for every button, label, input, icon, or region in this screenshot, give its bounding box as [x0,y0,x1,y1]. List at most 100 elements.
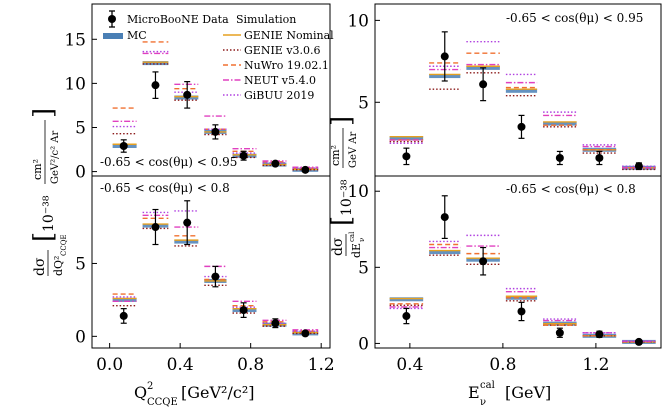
annotation-left-bottom: -0.65 < cos(θμ) < 0.8 [100,181,230,195]
legend-mc-swatch [103,33,123,39]
right_top-ytick-label: 5 [358,93,369,113]
left_top-ytick-label: 15 [64,30,86,50]
right_top-data-point [595,153,604,162]
left_top-data-point [151,81,160,90]
left_bottom-xtick-label: 1.2 [308,355,335,375]
right_bottom-data-point [440,213,449,222]
left-xlabel: Q 2 CCQE [GeV²/c²] [134,381,254,408]
left_bottom-mc-band [112,297,137,302]
right_bottom-data-point [595,330,604,339]
right_bottom-mc-band [389,297,424,302]
left_bottom-mc-band [174,239,199,244]
annotation-left-top: -0.65 < cos(θμ) < 0.95 [100,155,237,169]
legend-nuwro-label: NuWro 19.02.1 [244,59,329,72]
left_bottom-ytick-label: 5 [75,254,86,274]
left_top-ytick-label: 0 [75,163,86,183]
annotation-right-top: -0.65 < cos(θμ) < 0.95 [506,11,643,25]
legend-simulation-heading: Simulation [236,13,296,26]
right_bottom-data-point [479,257,488,266]
right-ylabel-bracket-open: [ [327,216,357,226]
right-ylabel-bracket-close: ] [327,116,357,126]
left_top-data-point [271,159,280,168]
legend-gibuu-label: GiBUU 2019 [244,89,314,102]
left_top-ytick-label: 5 [75,118,86,138]
left_top-data-point [239,151,248,160]
legend-neut-label: NEUT v5.4.0 [244,74,316,87]
right-ylabel-cm2: cm² [329,145,342,166]
right_bottom-data-point [555,328,564,337]
left-xlabel-sup2: 2 [147,381,153,392]
right-xlabel-nu: ν [480,397,486,408]
right_top-mc-band [505,88,538,93]
left-xlabel-q: Q [134,383,147,402]
right_bottom-data-point [402,312,411,321]
left_bottom-ytick-label: 0 [75,327,86,347]
right_top-mc-band [543,121,577,126]
left_bottom-data-point [271,319,280,328]
legend: MicroBooNE Data MC Simulation GENIE Nomi… [103,10,334,102]
left-xlabel-ccqe: CCQE [147,397,178,408]
right-xlabel-cal: cal [480,380,495,391]
legend-data-marker [108,15,116,23]
left_bottom-xtick-label: 0.8 [237,355,264,375]
left_bottom-xtick-label: 0.4 [167,355,194,375]
left-ylabel-dQ2: dQ² [52,256,65,276]
left_bottom-data-point [119,311,128,320]
right-xlabel-e: E [468,383,480,402]
right_bottom-ytick-label: 0 [358,334,369,354]
left_bottom-xtick-label: 0.0 [96,355,123,375]
left_bottom-data-point [239,306,248,315]
right-xlabel: E cal ν [GeV] [468,380,551,408]
right-ylabel-cal: cal [348,231,356,242]
legend-data-label: MicroBooNE Data [127,13,229,26]
left_top-data-point [301,165,310,174]
frame-right-bottom [374,175,662,349]
right_top-data-point [555,153,564,162]
left_top-data-point [183,90,192,99]
left_bottom-data-point [301,329,310,338]
left_bottom-data-point [211,272,220,281]
left-ylabel-bracket-close: ] [29,108,59,118]
right_top-mc-band [389,136,424,141]
right_bottom-mc-band [429,250,461,255]
left-ylabel-ccqe: CCQE [60,234,68,256]
right_top-data-point [402,152,411,161]
legend-genie-v306-label: GENIE v3.0.6 [244,44,321,57]
right_top-data-point [479,80,488,89]
left-ylabel: dσ dQ² CCQE [ 10⁻³⁸ cm² GeV²/c² Ar ] [29,108,68,276]
left-ylabel-bracket-open: [ [29,232,59,242]
left-ylabel-gev2: GeV²/c² Ar [50,130,61,184]
legend-genie-nominal-label: GENIE Nominal [244,29,334,42]
right-xlabel-units: [GeV] [505,383,551,402]
right_top-data-point [440,52,449,61]
right-ylabel-nu: ν [358,238,366,242]
left_top-data-point [119,142,128,151]
right-ylabel-gev: GeV Ar [348,131,359,168]
left_top-data-point [211,127,220,136]
right_bottom-data-point [517,307,526,316]
right_top-ytick-label: 10 [347,11,369,31]
right_top-data-point [517,122,526,131]
left_bottom-data-point [151,223,160,232]
left-xlabel-units: [GeV²/c²] [181,383,254,402]
right-ylabel-dsigma: dσ [330,237,346,256]
left-ylabel-scale: 10⁻³⁸ [41,195,57,232]
left_top-ytick-label: 10 [64,74,86,94]
annotation-right-bottom: -0.65 < cos(θμ) < 0.8 [506,182,636,196]
right_bottom-xtick-label: 0.8 [489,355,516,375]
frame-left-bottom [91,175,331,349]
left-ylabel-cm2: cm² [31,159,44,180]
right_bottom-mc-band [505,295,538,300]
right_bottom-xtick-label: 0.4 [396,355,423,375]
left_bottom-data-point [183,218,192,227]
left-ylabel-dsigma: dσ [32,257,48,276]
legend-mc-label: MC [127,29,147,42]
right_bottom-xtick-label: 1.2 [582,355,609,375]
right-ylabel-scale: 10⁻³⁸ [339,179,355,216]
right_top-data-point [634,162,643,171]
right_bottom-data-point [634,337,643,346]
right_bottom-ytick-label: 5 [358,258,369,278]
right-ylabel-dE: dE [350,243,363,258]
left_top-mc-band [142,61,169,66]
